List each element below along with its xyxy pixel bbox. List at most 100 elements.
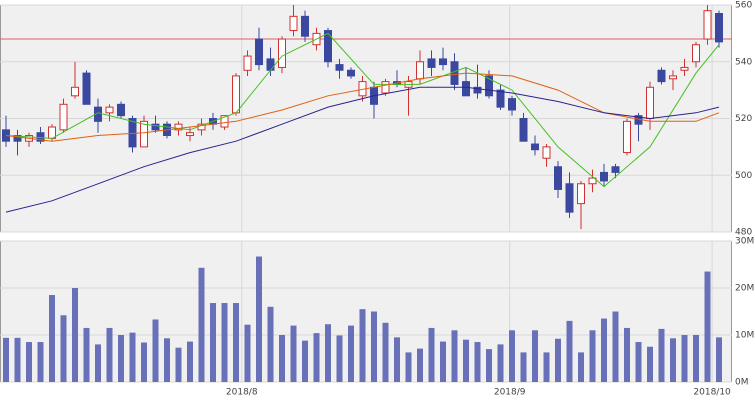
volume-bar	[704, 271, 711, 382]
volume-bar	[474, 342, 481, 382]
candle-body	[278, 38, 286, 68]
candle-body	[82, 72, 91, 105]
candle-body	[13, 135, 22, 142]
candle-body	[220, 115, 229, 128]
volume-bar	[451, 330, 458, 382]
candle-body	[71, 86, 79, 97]
volume-bar	[302, 340, 308, 382]
volume-bar	[279, 335, 285, 382]
volume-bar	[578, 352, 584, 382]
volume-bar	[313, 333, 320, 382]
candle-body	[680, 66, 689, 71]
volume-bar	[233, 303, 239, 382]
x-tick-label: 2018/10	[693, 388, 731, 398]
x-tick-label: 2018/8	[226, 388, 258, 398]
volume-bar	[198, 267, 205, 382]
candle-body	[105, 106, 114, 114]
volume-bar	[463, 339, 469, 382]
candle-body	[140, 120, 148, 148]
volume-bar	[26, 342, 32, 382]
volume-bar	[14, 337, 21, 382]
candle-body	[151, 123, 160, 131]
volume-bar	[543, 352, 550, 382]
candle-body	[462, 81, 470, 97]
volume-bar	[95, 344, 101, 382]
candle-body	[335, 64, 344, 71]
candle-body	[439, 58, 447, 66]
candle-body	[542, 146, 551, 159]
volume-bar	[83, 327, 90, 382]
candle-body	[496, 89, 505, 108]
volume-bar	[486, 349, 492, 382]
candle-body	[703, 10, 712, 40]
volume-bar	[244, 324, 251, 382]
volume-bar	[3, 337, 9, 382]
volume-bar	[129, 332, 136, 382]
candle-body	[646, 86, 654, 119]
volume-bar	[647, 346, 653, 382]
candle-body	[588, 177, 597, 185]
volume-bar	[106, 327, 113, 382]
volume-bar	[555, 338, 561, 382]
y-tick-label: 10M	[735, 331, 754, 341]
candle-body	[473, 86, 482, 94]
moving-average-line	[5, 72, 720, 142]
volume-bar	[49, 295, 55, 382]
volume-bar	[440, 341, 446, 382]
candle-body	[266, 58, 275, 71]
candle-body	[232, 75, 240, 114]
candle-body	[324, 30, 332, 63]
volume-bar	[624, 327, 630, 382]
y-tick-label: 480	[735, 228, 752, 238]
volume-bar	[509, 330, 515, 382]
y-tick-label: 560	[735, 1, 752, 11]
candle-body	[59, 103, 68, 131]
candle-body	[669, 75, 677, 80]
y-tick-label: 30M	[735, 237, 754, 247]
volume-bar	[141, 342, 147, 382]
candle-body	[692, 44, 700, 63]
candle-body	[36, 132, 45, 142]
volume-bar	[497, 344, 504, 382]
candle-body	[657, 69, 666, 83]
volume-bar	[210, 303, 216, 382]
volume-bar	[187, 341, 193, 382]
candle-body	[381, 81, 390, 94]
candle-body	[450, 61, 459, 85]
candle-body	[577, 183, 585, 205]
volume-bar	[532, 330, 538, 382]
candle-body	[243, 55, 252, 71]
candle-body	[485, 75, 493, 97]
volume-bar	[601, 318, 607, 382]
volume-bar	[359, 309, 366, 382]
y-tick-label: 500	[735, 171, 752, 181]
candle-body	[186, 132, 194, 137]
candle-body	[347, 69, 355, 77]
volume-bar	[371, 311, 377, 382]
candle-body	[600, 171, 608, 182]
volume-bar	[520, 352, 527, 382]
candle-body	[531, 143, 539, 151]
candle-body	[117, 103, 125, 117]
x-tick-label: 2018/9	[494, 388, 526, 398]
candle-body	[565, 183, 574, 213]
candle-body	[416, 61, 424, 80]
volume-bar	[37, 342, 44, 382]
volume-bar	[336, 335, 343, 382]
volume-bar	[566, 320, 573, 382]
volume-bar	[72, 288, 78, 382]
volume-bar	[164, 338, 170, 382]
volume-bar	[221, 303, 228, 382]
candle-body	[301, 15, 309, 37]
volume-bar	[152, 319, 159, 382]
volume-bar	[175, 347, 182, 382]
volume-bar	[428, 327, 435, 382]
volume-bar	[382, 322, 389, 382]
volume-bar	[670, 338, 676, 382]
candle-body	[623, 120, 631, 154]
candle-body	[174, 123, 183, 131]
y-tick-label: 540	[735, 57, 752, 67]
volume-bar	[267, 306, 274, 382]
candle-body	[554, 166, 562, 190]
